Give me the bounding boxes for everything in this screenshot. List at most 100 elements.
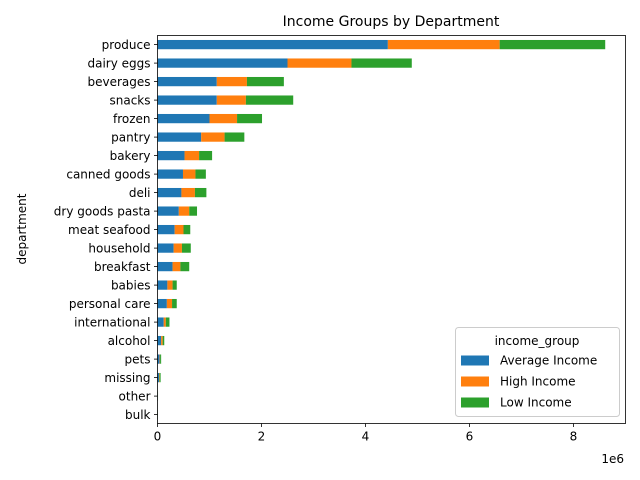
bar-produce-series-0 [157,39,388,50]
bar-personal-care-series-2 [172,298,177,309]
bar-missing-series-0 [157,372,160,383]
y-tick-label: household [88,241,150,255]
bar-household-series-2 [181,243,191,253]
bar-snacks-series-2 [245,95,294,105]
bar-canned-goods-series-1 [182,169,196,179]
bar-produce-series-1 [387,39,500,50]
legend-swatch [461,376,489,387]
y-tick-label: international [74,315,150,329]
legend-entry: High Income [500,375,576,389]
x-tick-label: 2 [258,430,266,444]
bar-pets-series-1 [159,354,161,364]
x-tick-label: 4 [362,430,370,444]
bar-pets-series-2 [160,354,162,364]
legend-entry: Low Income [500,396,572,410]
bar-canned-goods-series-2 [195,169,206,179]
bar-beverages-series-1 [216,76,247,87]
bar-snacks-series-1 [216,95,246,105]
bar-international-series-0 [157,317,164,327]
bar-meat-seafood-series-1 [174,224,184,235]
y-tick-label: bulk [125,408,151,422]
y-tick-label: alcohol [108,334,151,348]
bar-personal-care-series-1 [166,298,173,309]
x-axis: 0 2 4 6 8 [154,423,578,444]
bar-alcohol-series-2 [162,335,165,346]
bar-alcohol-series-0 [157,335,162,346]
bar-bakery-series-2 [199,150,213,161]
bar-breakfast-series-2 [180,261,190,272]
bar-beverages-series-2 [246,76,284,87]
x-axis-offset-label: 1e6 [601,452,624,466]
legend: income_group Average Income High Income Lo… [455,327,620,417]
bar-pantry-series-1 [201,132,225,142]
y-tick-label: beverages [87,75,150,89]
y-tick-label: deli [129,186,151,200]
chart-title: Income Groups by Department [283,14,500,30]
bar-pantry-series-0 [157,132,202,142]
y-tick-label: produce [102,38,151,52]
bar-deli-series-0 [157,187,182,198]
y-tick-label: missing [104,371,150,385]
bar-missing-series-2 [159,372,161,383]
x-tick-label: 8 [570,430,578,444]
bar-snacks-series-0 [157,95,217,105]
legend-swatch [461,397,489,408]
y-axis: produce dairy eggs beverages snacks frozen pa… [54,38,158,422]
bar-personal-care-series-0 [157,298,167,309]
bar-missing-series-1 [159,372,160,383]
bar-household-series-1 [173,243,182,253]
bar-bakery-series-0 [157,150,185,161]
bar-frozen-series-0 [157,113,210,124]
bar-frozen-series-2 [237,113,263,124]
y-tick-label: other [119,389,151,403]
y-tick-label: pantry [111,130,150,144]
y-tick-label: breakfast [94,260,151,274]
y-axis-label: department [15,193,29,264]
bars-group [157,39,606,420]
bar-dairy-eggs-series-2 [351,58,412,68]
bar-beverages-series-0 [157,76,217,87]
y-tick-label: personal care [69,297,151,311]
bar-babies-series-0 [157,280,168,290]
x-tick-label: 0 [154,430,162,444]
bar-household-series-0 [157,243,174,253]
bar-babies-series-1 [167,280,173,290]
plot-frame [157,35,626,424]
bar-international-series-1 [163,317,166,327]
x-tick-label: 6 [466,430,474,444]
bar-produce-series-2 [499,39,606,50]
legend-box [455,327,620,417]
bar-breakfast-series-1 [172,261,181,272]
legend-entry: Average Income [500,354,597,368]
bar-breakfast-series-0 [157,261,173,272]
bar-meat-seafood-series-0 [157,224,175,235]
y-tick-label: pets [125,352,151,366]
bar-frozen-series-1 [209,113,238,124]
bar-babies-series-2 [172,280,177,290]
bar-meat-seafood-series-2 [183,224,191,235]
bar-deli-series-2 [194,187,207,198]
y-tick-label: dairy eggs [87,56,150,70]
y-tick-label: dry goods pasta [54,204,151,218]
bar-dairy-eggs-series-0 [157,58,288,68]
y-tick-label: meat seafood [68,223,150,237]
bar-dry-goods-pasta-series-1 [178,206,190,216]
bar-canned-goods-series-0 [157,169,183,179]
bar-pantry-series-2 [224,132,245,142]
bar-alcohol-series-1 [161,335,163,346]
bar-pets-series-0 [157,354,160,364]
legend-title: income_group [495,334,580,348]
y-tick-label: canned goods [66,167,150,181]
bar-deli-series-1 [181,187,195,198]
bar-international-series-2 [165,317,170,327]
y-tick-label: snacks [109,93,150,107]
bar-dairy-eggs-series-1 [287,58,352,68]
y-tick-label: bakery [110,149,151,163]
y-tick-label: frozen [113,112,151,126]
y-tick-label: babies [111,278,151,292]
bar-dry-goods-pasta-series-2 [189,206,198,216]
bar-bakery-series-1 [184,150,200,161]
bar-dry-goods-pasta-series-0 [157,206,179,216]
legend-swatch [461,355,489,366]
